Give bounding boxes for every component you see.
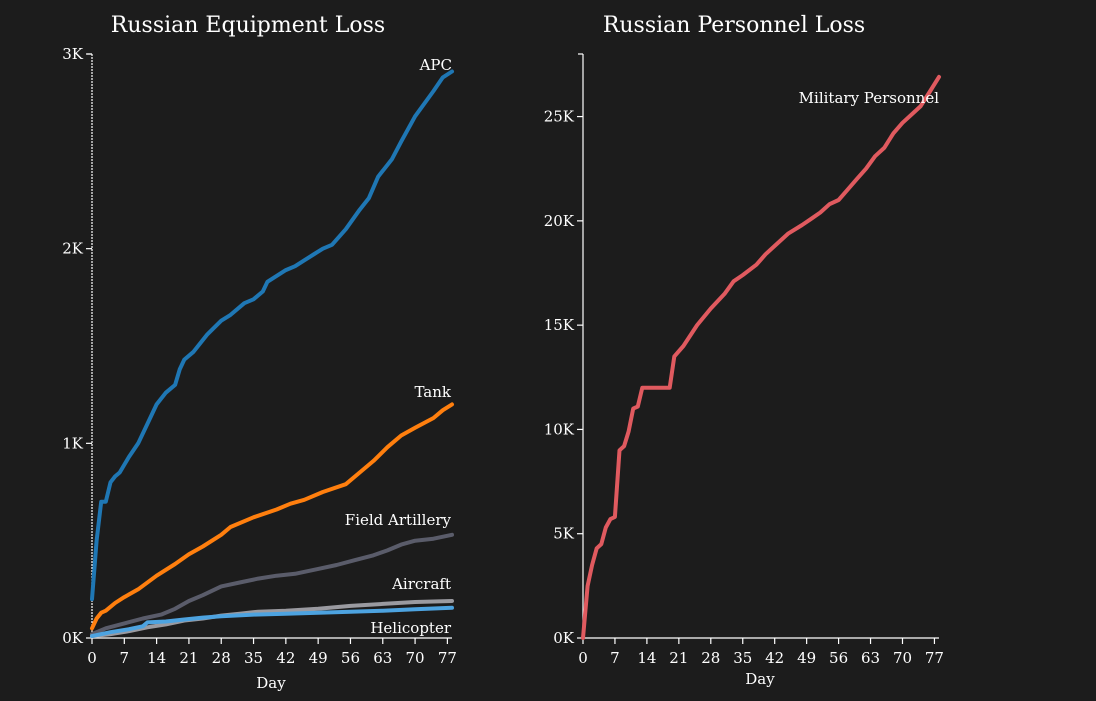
equipment-chart-title: Russian Equipment Loss [111,13,385,38]
personnel-y-tick-label: 0K [553,629,575,647]
personnel-x-axis-title: Day [745,670,775,688]
personnel-x-tick-label: 21 [669,649,688,667]
equipment-x-tick-label: 28 [212,649,231,667]
personnel-chart-title: Russian Personnel Loss [603,13,865,38]
equipment-y-tick-label: 3K [62,45,84,63]
personnel-y-tick-label: 15K [544,316,575,334]
personnel-x-tick-label: 14 [637,649,656,667]
personnel-y-tick-label: 10K [544,420,575,438]
personnel-x-tick-label: 35 [733,649,752,667]
equipment-x-tick-label: 49 [309,649,328,667]
personnel-x-tick-label: 63 [861,649,880,667]
personnel-x-tick-label: 56 [829,649,848,667]
aircraft-series-label: Aircraft [391,575,451,593]
equipment-x-axis-title: Day [256,674,286,692]
military-personnel-series-label: Military Personnel [799,89,940,107]
equipment-x-tick-label: 35 [244,649,263,667]
equipment-y-tick-label: 2K [62,240,84,258]
field-artillery-series-label: Field Artillery [345,511,452,529]
equipment-y-tick-label: 1K [62,434,84,452]
equipment-y-tick-label: 0K [62,629,84,647]
personnel-axes: 0K 5K 10K 15K 20K 25K 0 7 14 21 28 35 42 49 56 63 70 77 [544,53,944,667]
personnel-x-tick-label: 49 [797,649,816,667]
field-artillery-series-line [90,532,454,637]
equipment-series-labels: APC Tank Field Artillery Aircraft Helicopter [345,56,452,637]
equipment-x-tick-label: 7 [120,649,130,667]
personnel-x-tick-label: 0 [578,649,588,667]
tank-series-line [90,402,454,631]
equipment-x-tick-label: 56 [341,649,360,667]
personnel-x-tick-label: 7 [610,649,620,667]
personnel-loss-chart: Russian Personnel Loss Day 0K 5K 10K 15K 20K… [544,13,944,688]
equipment-x-tick-label: 21 [179,649,198,667]
equipment-x-tick-label: 70 [406,649,425,667]
military-personnel-series-line [581,74,941,640]
personnel-y-tick-label: 20K [544,212,575,230]
apc-series-line [90,69,454,602]
equipment-x-tick-label: 77 [438,649,457,667]
personnel-x-tick-label: 77 [925,649,944,667]
personnel-y-tick-label: 25K [544,108,575,126]
apc-series-label: APC [419,56,452,74]
equipment-x-tick-label: 14 [147,649,166,667]
helicopter-series-label: Helicopter [370,619,451,637]
personnel-x-tick-label: 70 [893,649,912,667]
equipment-loss-chart: Russian Equipment Loss Day 0K 1K 2K 3K 0 7 14 2… [62,13,457,692]
equipment-x-tick-label: 42 [276,649,295,667]
helicopter-series-line [90,605,454,639]
equipment-series-lines [90,69,454,639]
equipment-axes: 0K 1K 2K 3K 0 7 14 21 28 35 42 49 56 63 70 77 [62,45,457,667]
personnel-x-tick-label: 28 [701,649,720,667]
equipment-x-tick-label: 0 [87,649,97,667]
equipment-x-tick-label: 63 [373,649,392,667]
personnel-series-labels: Military Personnel [799,89,940,107]
personnel-series-lines [581,74,941,640]
tank-series-label: Tank [414,383,451,401]
personnel-x-tick-label: 42 [765,649,784,667]
personnel-y-tick-label: 5K [553,525,575,543]
